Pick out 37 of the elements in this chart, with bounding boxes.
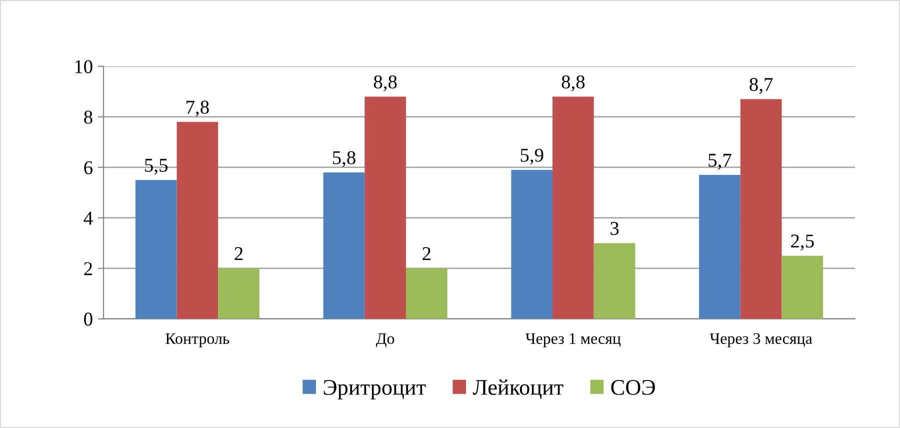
y-tick-label: 10: [75, 60, 92, 74]
y-tick-label: 2: [84, 262, 92, 276]
y-tick-label: 0: [84, 312, 92, 326]
bar: [218, 268, 260, 319]
legend-label: Лейкоцит: [472, 379, 564, 399]
data-label: 8,7: [750, 78, 773, 94]
y-tick-label: 6: [84, 161, 93, 174]
data-label: 8,8: [374, 75, 397, 92]
data-label: 8,8: [562, 75, 585, 92]
data-label: 5,7: [708, 154, 732, 170]
bar: [323, 172, 365, 319]
data-label: 2: [234, 247, 243, 260]
data-label: 5,5: [145, 158, 168, 175]
data-label: 5,9: [520, 148, 544, 165]
x-tick-label: Через 1 месяц: [526, 333, 621, 348]
bar: [511, 170, 553, 319]
legend-label: СОЭ: [611, 380, 655, 395]
x-tick-label: До: [376, 333, 394, 348]
y-tick-label: 8: [84, 110, 92, 124]
y-tick-label: 4: [84, 212, 93, 225]
data-label: 7,8: [186, 100, 209, 117]
bar: [364, 96, 406, 319]
data-label: 2: [422, 247, 430, 260]
data-label: 2,5: [791, 234, 814, 250]
bar: [176, 122, 218, 319]
bar: [740, 99, 782, 319]
bar: [594, 243, 636, 319]
x-tick-label: Через 3 месяца: [710, 333, 812, 348]
bar: [406, 268, 448, 319]
bar: [135, 180, 177, 319]
bar: [699, 174, 740, 319]
bar: [782, 256, 824, 319]
legend-label: Эритроцит: [324, 380, 426, 400]
data-label: 5,8: [332, 151, 356, 168]
bar: [552, 96, 594, 319]
data-label: 3: [610, 222, 619, 235]
x-tick-label: Контроль: [166, 333, 230, 348]
